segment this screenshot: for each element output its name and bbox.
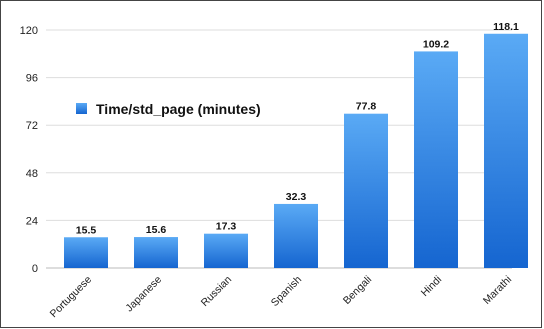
bar-japanese [134, 237, 178, 268]
data-label: 118.1 [493, 21, 519, 33]
y-tick-label: 72 [26, 120, 38, 132]
bar-portuguese [64, 237, 108, 268]
bar-hindi [414, 51, 458, 268]
y-tick-label: 120 [20, 25, 38, 37]
data-label: 32.3 [286, 191, 307, 203]
bar-marathi [484, 33, 528, 268]
x-tick-label: Bengali [341, 274, 374, 307]
bar-spanish [274, 203, 318, 268]
y-tick-label: 0 [32, 263, 38, 275]
y-tick-label: 24 [26, 215, 38, 227]
legend: Time/std_page (minutes) [76, 101, 261, 117]
y-axis-ticks: 0 24 48 72 96 120 [20, 25, 38, 275]
data-labels: 15.5 15.6 17.3 32.3 77.8 109.2 118.1 [76, 21, 519, 236]
data-label: 77.8 [356, 101, 377, 113]
data-label: 17.3 [216, 221, 237, 233]
x-tick-label: Japanese [123, 274, 164, 315]
y-tick-label: 96 [26, 73, 38, 85]
data-label: 109.2 [423, 38, 449, 50]
bar-russian [204, 233, 248, 268]
data-label: 15.5 [76, 224, 97, 236]
legend-swatch [76, 103, 87, 114]
bars [64, 33, 528, 269]
x-axis-labels: Portuguese Japanese Russian Spanish Bengali H… [48, 274, 514, 321]
x-tick-label: Marathi [481, 274, 514, 307]
y-tick-label: 48 [26, 168, 38, 180]
x-tick-label: Portuguese [48, 274, 95, 321]
x-tick-label: Spanish [269, 274, 304, 309]
legend-label: Time/std_page (minutes) [96, 101, 261, 117]
x-tick-label: Hindi [419, 274, 444, 299]
data-label: 15.6 [146, 224, 167, 236]
x-tick-label: Russian [199, 274, 234, 309]
bar-bengali [344, 113, 388, 269]
